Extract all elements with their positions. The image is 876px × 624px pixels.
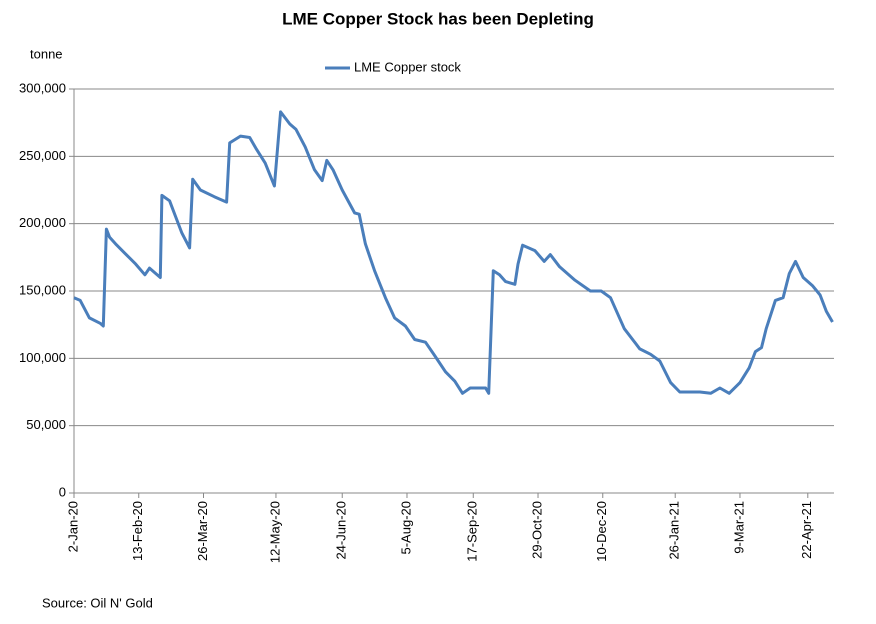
x-tick-label: 2-Jan-20 [65, 501, 80, 552]
source-note: Source: Oil N' Gold [42, 595, 153, 610]
x-tick-label: 26-Jan-21 [667, 501, 682, 560]
data-line [73, 110, 834, 395]
legend-label: LME Copper stock [354, 59, 461, 74]
y-tick-label: 100,000 [19, 350, 66, 365]
x-tick-label: 17-Sep-20 [465, 501, 480, 562]
x-tick-label: 26-Mar-20 [195, 501, 210, 561]
x-tick-label: 13-Feb-20 [130, 501, 145, 561]
y-axis-label: tonne [30, 46, 63, 61]
y-tick-label: 250,000 [19, 148, 66, 163]
x-tick-label: 10-Dec-20 [594, 501, 609, 562]
y-tick-label: 300,000 [19, 80, 66, 95]
x-tick-label: 9-Mar-21 [731, 501, 746, 554]
y-tick-label: 0 [59, 484, 66, 499]
x-tick-label: 12-May-20 [267, 501, 282, 563]
x-tick-label: 29-Oct-20 [529, 501, 544, 559]
chart-title: LME Copper Stock has been Depleting [282, 9, 594, 28]
y-tick-label: 50,000 [26, 417, 66, 432]
x-tick-label: 24-Jun-20 [334, 501, 349, 560]
x-tick-label: 22-Apr-21 [799, 501, 814, 559]
x-tick-label: 5-Aug-20 [398, 501, 413, 554]
y-tick-label: 150,000 [19, 282, 66, 297]
y-tick-label: 200,000 [19, 215, 66, 230]
